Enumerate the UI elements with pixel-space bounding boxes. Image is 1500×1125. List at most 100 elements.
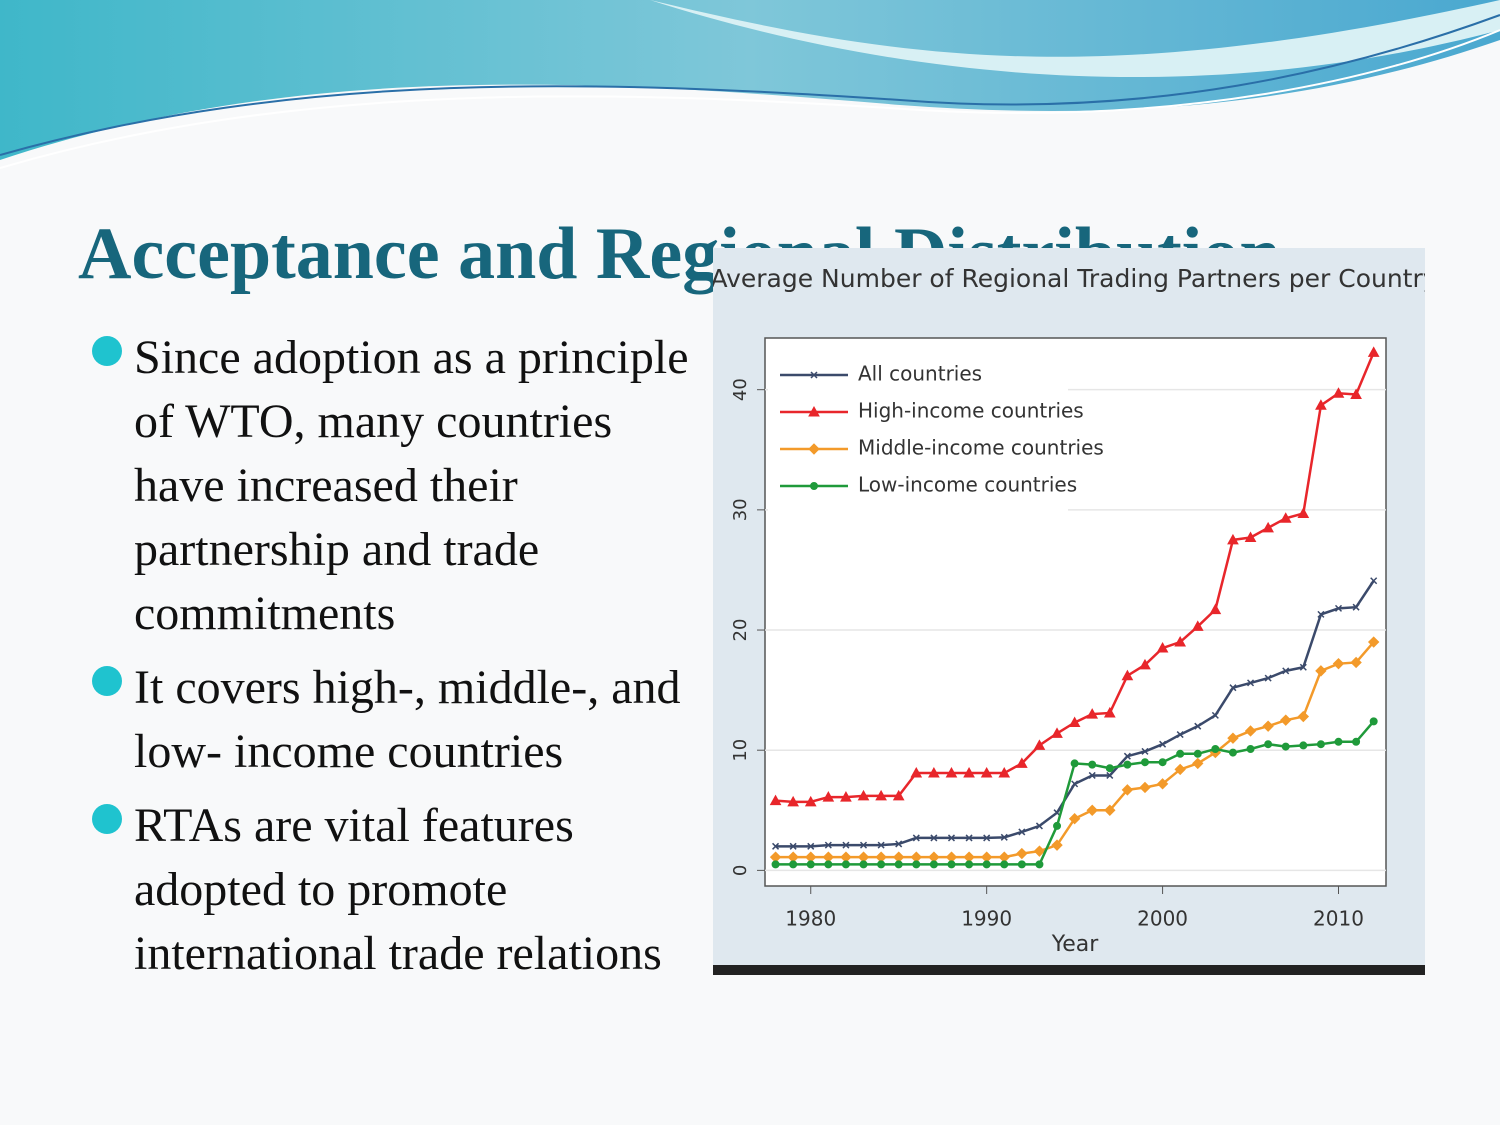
point-marker: [1086, 708, 1099, 719]
x-tick-label: 1990: [961, 907, 1012, 931]
point-marker: [1229, 684, 1237, 692]
point-marker: [1121, 669, 1134, 681]
point-marker: [1156, 642, 1169, 653]
point-marker: [789, 842, 797, 850]
point-marker: [789, 860, 798, 869]
point-marker: [1211, 711, 1219, 719]
point-marker: [1194, 722, 1202, 730]
point-marker: [824, 860, 833, 869]
point-marker: [1068, 716, 1081, 728]
point-marker: [859, 860, 868, 869]
point-marker: [859, 841, 868, 849]
point-marker: [857, 789, 870, 801]
legend-marker: [810, 482, 818, 490]
point-marker: [1156, 778, 1169, 790]
point-marker: [982, 860, 991, 869]
point-marker: [1279, 512, 1292, 523]
legend-label: All countries: [858, 362, 982, 386]
point-marker: [1070, 759, 1079, 768]
point-marker: [1141, 747, 1149, 755]
legend-marker: [808, 443, 820, 455]
point-marker: [841, 860, 850, 869]
point-marker: [1193, 749, 1202, 758]
point-marker: [1315, 665, 1327, 677]
point-marker: [1000, 833, 1008, 841]
legend-marker: [808, 405, 820, 417]
point-marker: [1123, 760, 1132, 769]
point-marker: [1282, 667, 1290, 675]
point-marker: [1211, 745, 1220, 753]
point-marker: [1174, 636, 1187, 647]
point-marker: [1121, 784, 1134, 796]
point-marker: [771, 860, 780, 869]
point-marker: [1192, 757, 1204, 770]
point-marker: [965, 834, 973, 842]
point-marker: [1103, 706, 1116, 718]
x-tick-label: 2000: [1137, 907, 1188, 931]
legend-marker: [810, 371, 818, 379]
point-marker: [980, 767, 993, 778]
legend-label: Middle-income countries: [858, 436, 1104, 460]
point-marker: [1334, 737, 1343, 746]
bullet-text: It covers high-, middle-, and low- incom…: [134, 661, 681, 778]
point-marker: [895, 840, 903, 848]
legend-label: Low-income countries: [858, 473, 1077, 497]
point-marker: [945, 767, 958, 778]
point-marker: [928, 767, 940, 778]
point-marker: [1317, 610, 1325, 618]
bullet-text: RTAs are vital features adopted to promo…: [134, 799, 662, 980]
point-marker: [1244, 531, 1257, 542]
point-marker: [772, 842, 780, 850]
point-marker: [1140, 758, 1149, 767]
point-marker: [892, 789, 905, 801]
point-marker: [1105, 764, 1114, 773]
point-marker: [1246, 745, 1255, 753]
point-marker: [894, 860, 903, 869]
bullet-list: Since adoption as a principle of WTO, ma…: [92, 326, 712, 996]
point-marker: [1350, 388, 1362, 399]
chart-title: Average Number of Regional Trading Partn…: [713, 264, 1425, 293]
point-marker: [1159, 740, 1167, 748]
point-marker: [947, 834, 956, 842]
point-marker: [1297, 507, 1310, 518]
point-marker: [787, 795, 799, 807]
point-marker: [822, 791, 835, 802]
point-marker: [1297, 710, 1310, 723]
point-marker: [1033, 739, 1046, 750]
point-marker: [1352, 603, 1360, 611]
y-tick-label: 40: [730, 378, 751, 401]
chart-border: [713, 965, 1425, 975]
point-marker: [1262, 521, 1274, 533]
point-marker: [963, 767, 975, 778]
point-marker: [769, 794, 782, 806]
point-marker: [1281, 742, 1290, 751]
point-marker: [1350, 656, 1362, 669]
point-marker: [1209, 603, 1222, 615]
y-tick-label: 0: [730, 865, 751, 876]
point-marker: [1244, 725, 1257, 737]
y-tick-label: 20: [730, 619, 751, 642]
point-marker: [1068, 812, 1081, 825]
point-marker: [1123, 752, 1131, 760]
point-marker: [930, 834, 938, 842]
point-marker: [842, 841, 850, 849]
point-marker: [1051, 727, 1063, 738]
point-marker: [1227, 533, 1239, 545]
point-marker: [877, 841, 885, 849]
point-marker: [1139, 658, 1151, 670]
point-marker: [1071, 780, 1079, 788]
point-marker: [1352, 737, 1361, 746]
point-marker: [1334, 604, 1343, 612]
point-marker: [1017, 860, 1026, 869]
point-marker: [1228, 748, 1237, 757]
point-marker: [1299, 741, 1308, 750]
point-marker: [804, 795, 817, 807]
point-marker: [1000, 860, 1009, 869]
bullet: Since adoption as a principle of WTO, ma…: [92, 326, 712, 646]
point-marker: [1191, 620, 1204, 631]
point-marker: [1367, 346, 1380, 357]
point-marker: [1104, 804, 1116, 816]
point-marker: [1174, 763, 1186, 776]
y-tick-label: 10: [730, 739, 751, 762]
bullet: RTAs are vital features adopted to promo…: [92, 794, 712, 986]
